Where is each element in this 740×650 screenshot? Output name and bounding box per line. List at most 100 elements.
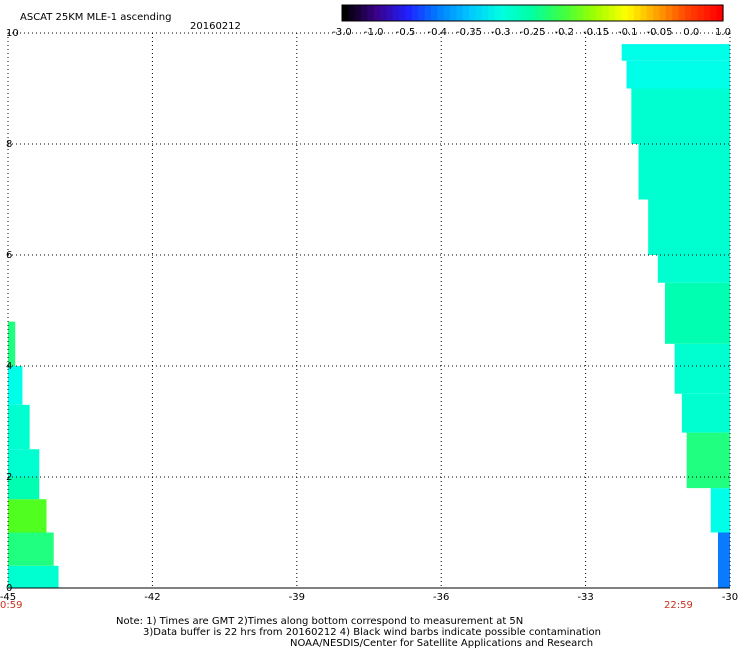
colorbar-segment: [665, 5, 673, 21]
colorbar-segment: [462, 5, 470, 21]
colorbar-segment: [532, 5, 540, 21]
x-tick-label: -33: [577, 592, 593, 603]
data-cells: [8, 44, 730, 588]
colorbar-segment: [570, 5, 578, 21]
x-tick-label: -45: [0, 592, 16, 603]
colorbar-segment: [703, 5, 711, 21]
colorbar-segment: [526, 5, 534, 21]
colorbar-segment: [697, 5, 705, 21]
colorbar-label: -0.4: [427, 27, 447, 38]
colorbar-segment: [564, 5, 572, 21]
colorbar-segment: [373, 5, 381, 21]
swath-cell: [8, 532, 54, 566]
y-tick-label: 4: [6, 361, 12, 372]
colorbar-segment: [691, 5, 699, 21]
swath-cell: [710, 488, 730, 533]
swath-cell: [8, 477, 40, 500]
colorbar-label: -1.0: [364, 27, 384, 38]
colorbar-segment: [538, 5, 546, 21]
colorbar-segment: [456, 5, 464, 21]
colorbar-label: -0.1: [618, 27, 638, 38]
colorbar-label: -3.0: [332, 27, 352, 38]
y-tick-label: 8: [6, 139, 12, 150]
swath-cell: [665, 282, 730, 344]
colorbar-segment: [430, 5, 438, 21]
colorbar-segment: [342, 5, 349, 21]
colorbar-segment: [545, 5, 553, 21]
swath-cell: [638, 144, 730, 200]
colorbar-segment: [596, 5, 603, 21]
swath-cell: [648, 199, 730, 255]
colorbar-segment: [380, 5, 388, 21]
note-line-3: NOAA/NESDIS/Center for Satellite Applica…: [290, 638, 594, 649]
y-tick-label: 6: [6, 250, 12, 261]
x-tick-label: -36: [433, 592, 449, 603]
colorbar-segment: [513, 5, 521, 21]
colorbar-segment: [621, 5, 629, 21]
note-line-1: Note: 1) Times are GMT 2)Times along bot…: [116, 616, 524, 627]
colorbar-segment: [653, 5, 661, 21]
colorbar-segment: [659, 5, 667, 21]
colorbar-segment: [405, 5, 413, 21]
left-time-label: 0:59: [0, 600, 22, 611]
colorbar-segment: [469, 5, 476, 21]
chart-date: 20160212: [190, 21, 241, 32]
colorbar-segment: [557, 5, 565, 21]
swath-cell: [8, 565, 59, 588]
colorbar-segment: [678, 5, 686, 21]
colorbar-segment: [615, 5, 622, 21]
colorbar-segment: [672, 5, 680, 21]
swath-cell: [717, 532, 730, 588]
swath-cell: [657, 255, 730, 283]
colorbar-segment: [519, 5, 527, 21]
x-tick-label: -30: [722, 592, 738, 603]
colorbar-segment: [640, 5, 648, 21]
note-line-2: 3)Data buffer is 22 hrs from 20160212 4)…: [143, 627, 601, 638]
colorbar-segment: [348, 5, 356, 21]
colorbar-segment: [716, 5, 724, 21]
colorbar-segment: [449, 5, 457, 21]
colorbar-segment: [386, 5, 394, 21]
right-time-label: 22:59: [664, 600, 693, 611]
colorbar-segment: [367, 5, 375, 21]
swath-cell: [8, 321, 16, 366]
y-tick-label: 0: [6, 583, 12, 594]
colorbar-label: 1.0: [715, 27, 731, 38]
colorbar-segment: [475, 5, 483, 21]
colorbar-segment: [361, 5, 368, 21]
colorbar-segment: [443, 5, 451, 21]
swath-cell: [8, 404, 30, 450]
x-tick-label: -39: [289, 592, 305, 603]
colorbar-label: -0.05: [647, 27, 673, 38]
colorbar-segment: [634, 5, 642, 21]
colorbar-frame: [341, 4, 724, 22]
colorbar-segment: [710, 5, 718, 21]
swath-cell: [631, 88, 730, 144]
swath-cell: [8, 499, 47, 533]
colorbar-segment: [392, 5, 400, 21]
colorbar-segment: [437, 5, 445, 21]
colorbar-segment: [608, 5, 616, 21]
swath-cell: [681, 393, 730, 433]
swath-cell: [8, 366, 23, 405]
colorbar-segment: [627, 5, 635, 21]
colorbar-segment: [507, 5, 515, 21]
colorbar-segment: [646, 5, 654, 21]
y-tick-labels: 0 2 4 6 8 10: [6, 28, 19, 594]
colorbar-segment: [411, 5, 419, 21]
colorbar-segment: [354, 5, 362, 21]
y-tick-label: 2: [6, 472, 12, 483]
colorbar-segment: [576, 5, 584, 21]
colorbar-segment: [488, 5, 495, 21]
swath-cell: [674, 343, 730, 394]
colorbar-segment: [684, 5, 692, 21]
swath-cell: [626, 60, 730, 89]
colorbar-segment: [589, 5, 597, 21]
colorbar-segment: [500, 5, 508, 21]
colorbar-segment: [583, 5, 591, 21]
colorbar-label: -0.5: [396, 27, 416, 38]
colorbar-segment: [602, 5, 610, 21]
colorbar-segment: [481, 5, 489, 21]
colorbar-label: 0.0: [683, 27, 699, 38]
